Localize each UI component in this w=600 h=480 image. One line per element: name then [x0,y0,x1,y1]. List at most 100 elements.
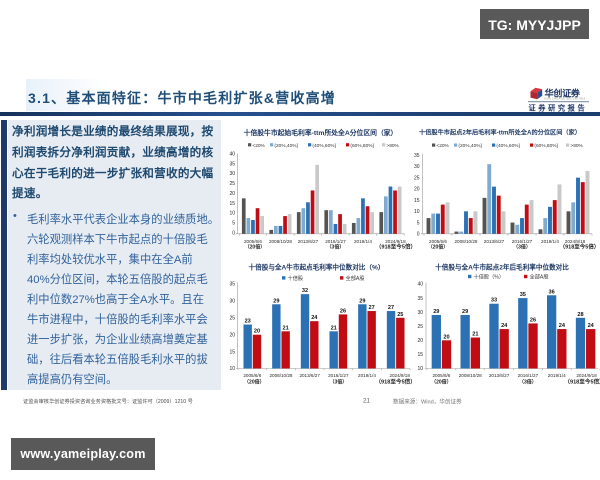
svg-text:(40%,60%]: (40%,60%] [312,143,335,149]
svg-text:10: 10 [417,366,423,372]
svg-text:30: 30 [414,164,420,170]
svg-text:2019/1/4: 2019/1/4 [541,239,559,244]
svg-text:2008/10/28: 2008/10/28 [269,239,292,244]
svg-text:十倍股（%）: 十倍股（%） [474,273,505,281]
svg-text:（20倍）: （20倍） [431,379,452,386]
svg-text:(40%,60%]: (40%,60%] [496,143,519,149]
svg-text:26: 26 [340,308,346,314]
svg-text:25: 25 [229,316,235,322]
svg-text:40: 40 [417,282,423,288]
svg-text:24: 24 [588,323,595,329]
svg-text:2008/10/28: 2008/10/28 [459,373,482,378]
svg-text:（3倍）: （3倍） [513,244,531,251]
svg-text:全部A股: 全部A股 [530,273,549,281]
svg-text:2005/6/6: 2005/6/6 [244,239,262,244]
svg-text:<20%: <20% [436,143,449,149]
svg-text:25: 25 [417,324,423,330]
svg-text:2008/10/28: 2008/10/28 [270,373,293,378]
svg-text:2016/1/27: 2016/1/27 [512,239,533,244]
svg-text:(20%,40%]: (20%,40%] [274,143,297,149]
svg-text:28: 28 [577,312,583,318]
svg-text:2019/1/4: 2019/1/4 [358,373,376,378]
svg-text:2013/6/27: 2013/6/27 [298,239,319,244]
svg-text:2016/1/27: 2016/1/27 [518,373,539,378]
svg-text:2013/6/27: 2013/6/27 [489,373,510,378]
svg-text:数据来源：Wind，华创证券: 数据来源：Wind，华创证券 [393,398,462,406]
svg-text:24: 24 [501,323,508,329]
svg-text:15: 15 [229,349,235,355]
svg-text:(20%,40%]: (20%,40%] [458,143,481,149]
svg-text:2024/9/18: 2024/9/18 [576,373,597,378]
svg-text:十倍股与全A牛市起点2年后毛利率中位数对比: 十倍股与全A牛市起点2年后毛利率中位数对比 [435,262,569,271]
svg-text:15: 15 [229,201,235,207]
svg-text:10: 10 [229,211,235,217]
svg-text:（918至今5倍）: （918至今5倍） [375,378,415,386]
svg-text:35: 35 [520,292,526,298]
svg-text:(60%,80%]: (60%,80%] [534,143,557,149]
svg-text:（3倍）: （3倍） [327,244,345,251]
svg-text:25: 25 [414,175,420,181]
svg-text:36: 36 [549,289,555,295]
svg-text:2016/1/27: 2016/1/27 [325,239,346,244]
svg-text:5: 5 [232,220,235,226]
svg-text:24: 24 [311,315,318,321]
svg-text:十倍股与全A牛市起点毛利率中位数对比（%）: 十倍股与全A牛市起点毛利率中位数对比（%） [249,262,385,271]
svg-text:29: 29 [433,309,439,315]
svg-text:35: 35 [414,153,420,159]
svg-text:23: 23 [245,319,251,325]
svg-text:20: 20 [417,338,423,344]
svg-text:15: 15 [414,198,420,204]
svg-text:20: 20 [229,191,235,197]
svg-text:(60%,80%]: (60%,80%] [350,143,373,149]
svg-text:（918至今5倍）: （918至今5倍） [376,243,416,251]
svg-text:27: 27 [369,305,375,311]
svg-text:（3倍）: （3倍） [329,379,347,386]
svg-text:30: 30 [229,299,235,305]
svg-text:25: 25 [397,312,403,318]
svg-text:30: 30 [417,310,423,316]
svg-text:全部A股: 全部A股 [346,274,365,282]
svg-text:（20倍）: （20倍） [244,379,265,386]
svg-text:2005/6/6: 2005/6/6 [243,373,261,378]
svg-text:（20倍）: （20倍） [245,244,266,251]
svg-text:证券研究报告: 证券研究报告 [529,104,588,113]
svg-text:2019/1/4: 2019/1/4 [354,239,372,244]
svg-text:20: 20 [414,187,420,193]
svg-text:2019/1/4: 2019/1/4 [548,373,566,378]
svg-text:2013/6/27: 2013/6/27 [484,239,505,244]
svg-text:2016/1/27: 2016/1/27 [328,373,349,378]
svg-text:10: 10 [414,209,420,215]
svg-text:35: 35 [229,161,235,167]
svg-text:0: 0 [417,232,420,238]
svg-text:10: 10 [229,366,235,372]
svg-text:0: 0 [232,230,235,236]
svg-text:2013/6/27: 2013/6/27 [299,373,320,378]
svg-text:2008/10/28: 2008/10/28 [455,239,478,244]
svg-text:2005/6/6: 2005/6/6 [429,239,447,244]
svg-text:2024/9/18: 2024/9/18 [389,373,410,378]
svg-text:21: 21 [472,332,478,338]
svg-text:证监会审核华创证券投资咨询业务资格批文号：证监许可（2009: 证监会审核华创证券投资咨询业务资格批文号：证监许可（2009）1210 号 [23,397,193,405]
svg-text:华创证券: 华创证券 [545,87,581,98]
svg-text:2024/9/18: 2024/9/18 [385,239,406,244]
svg-text:25: 25 [229,181,235,187]
svg-text:24: 24 [559,323,566,329]
svg-text:（918至今5倍）: （918至今5倍） [564,378,600,386]
svg-text:<20%: <20% [252,143,265,149]
svg-text:（20倍）: （20倍） [428,244,449,251]
svg-text:35: 35 [229,282,235,288]
svg-text:十倍股: 十倍股 [288,274,304,282]
svg-text:32: 32 [302,288,308,294]
svg-text:HUA CHUANG SECURITIES: HUA CHUANG SECURITIES [545,96,586,100]
svg-text:2024/9/18: 2024/9/18 [565,239,586,244]
svg-text:35: 35 [417,296,423,302]
svg-text:29: 29 [359,298,365,304]
svg-text:29: 29 [462,309,468,315]
svg-text:21: 21 [363,398,371,405]
svg-text:2005/6/6: 2005/6/6 [432,373,450,378]
svg-text:20: 20 [254,329,260,335]
svg-text:40: 40 [229,152,235,158]
svg-text:15: 15 [417,352,423,358]
svg-text:（918至今5倍）: （918至今5倍） [560,243,600,251]
svg-text:20: 20 [443,334,449,340]
